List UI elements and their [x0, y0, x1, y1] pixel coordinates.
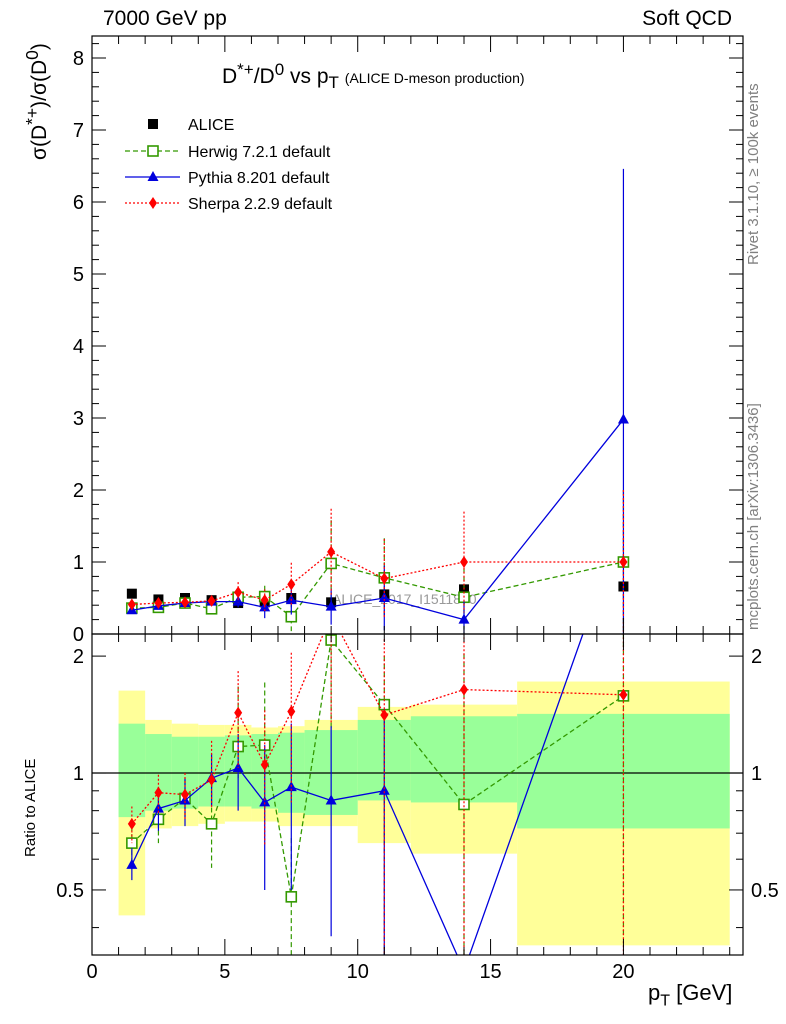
legend-entry: Sherpa 2.2.9 default: [125, 196, 333, 213]
mcplots-label: mcplots.cern.ch [arXiv:1306.3436]: [745, 403, 762, 630]
ratio-point: [205, 818, 218, 830]
ratio-point: [207, 773, 216, 786]
legend-marker: [149, 197, 157, 209]
ratio-point: [325, 794, 337, 805]
x-tick-label: 20: [612, 961, 634, 983]
legend-marker: [147, 145, 159, 157]
data-point: [460, 556, 468, 568]
ratio-inner-band: [118, 723, 146, 818]
y-tick-label: 7: [73, 120, 84, 142]
ratio-line: [131, 638, 624, 897]
legend-marker: [147, 171, 159, 181]
ratio-uncertainty-bands: [92, 681, 743, 946]
ratio-sherpa: [127, 634, 628, 955]
ratio-point: [154, 786, 163, 799]
series-herwig: [126, 490, 630, 634]
data-point: [234, 586, 243, 599]
series-line: [131, 551, 624, 606]
y-axis-label: σ(D*+)/σ(D0): [22, 43, 51, 160]
series-line: [131, 419, 624, 621]
x-tick-label: 15: [479, 961, 501, 983]
legend-entry: Pythia 8.201 default: [125, 170, 330, 187]
data-point: [287, 578, 296, 591]
ratio-point: [285, 891, 298, 903]
data-point: [207, 594, 216, 607]
chart-marks: [126, 168, 630, 955]
ratio-point: [126, 858, 138, 869]
y-tick-label: 5: [73, 264, 84, 286]
data-point: [127, 598, 136, 611]
ratio-point: [619, 688, 628, 701]
ratio-point: [260, 758, 269, 771]
data-point: [154, 597, 163, 610]
process-label: Soft QCD: [642, 7, 732, 30]
main-series-group: [126, 168, 630, 634]
ratio-point: [234, 706, 243, 719]
rivet-version-label: Rivet 3.1.10, ≥ 100k events: [745, 83, 762, 265]
ratio-point: [287, 705, 296, 718]
legend-label: Pythia 8.201 default: [188, 170, 330, 187]
legend-entry: ALICE: [148, 117, 234, 134]
ratio-point: [380, 709, 389, 722]
x-axis-label: pT [GeV]: [648, 980, 733, 1010]
chart-title: D*+/D0 vs pT (ALICE D-meson production): [222, 60, 525, 93]
ratio-tick-label: 1: [751, 763, 762, 785]
data-point: [378, 592, 390, 602]
data-point: [458, 613, 470, 624]
ratio-point: [460, 683, 468, 696]
ratio-point: [127, 817, 136, 830]
ratio-series-group: [126, 634, 630, 955]
x-tick-label: 0: [86, 961, 97, 983]
watermark: ALICE_2017_I1511870: [332, 591, 477, 607]
data-point: [619, 556, 628, 568]
plot-frames: [91, 35, 744, 956]
legend: ALICE Herwig 7.2.1 default Pythia 8.201 de…: [125, 117, 333, 213]
data-point: [617, 413, 629, 424]
data-point: [325, 557, 337, 570]
axis-ticks: 0 1 2 3 4 5 6 7 8 0 5 10 15 20 0.5 0.5 1 1 2 2: [56, 36, 779, 983]
ratio-point: [458, 798, 470, 811]
ratio-axis-label: Ratio to ALICE: [22, 758, 39, 857]
series-sherpa: [127, 490, 628, 634]
ratio-tick-label: 0.5: [56, 880, 84, 902]
y-tick-label: 8: [73, 48, 84, 70]
y-tick-label: 4: [73, 336, 84, 358]
data-point: [260, 594, 269, 607]
legend-label: Herwig 7.2.1 default: [188, 144, 331, 161]
x-tick-label: 10: [347, 961, 369, 983]
y-tick-label: 1: [73, 552, 84, 574]
series-line: [131, 561, 624, 618]
x-tick-label: 5: [219, 961, 230, 983]
legend-entry: Herwig 7.2.1 default: [125, 144, 331, 161]
legend-marker: [148, 119, 158, 129]
legend-label: Sherpa 2.2.9 default: [188, 196, 333, 213]
data-point: [232, 595, 244, 606]
watermark-text: ALICE_2017_I1511870: [332, 591, 477, 607]
ratio-tick-label: 2: [73, 646, 84, 668]
ratio-tick-label: 0.5: [751, 880, 779, 902]
energy-label: 7000 GeV pp: [103, 7, 227, 30]
ratio-point: [259, 796, 271, 807]
ratio-tick-label: 2: [751, 646, 762, 668]
data-point: [325, 600, 337, 611]
series-pythia: [126, 168, 629, 634]
ratio-point: [181, 788, 189, 801]
y-tick-label: 2: [73, 480, 84, 502]
ratio-point: [378, 784, 390, 795]
y-tick-label: 0: [73, 624, 84, 646]
data-point: [181, 596, 189, 609]
ratio-tick-label: 1: [73, 763, 84, 785]
y-tick-label: 3: [73, 408, 84, 430]
y-tick-label: 6: [73, 192, 84, 214]
data-point: [327, 545, 336, 558]
ratio-frame: [91, 633, 744, 956]
ratio-point: [232, 762, 244, 773]
legend-label: ALICE: [188, 117, 234, 134]
data-point: [126, 588, 137, 599]
data-point: [380, 572, 389, 585]
